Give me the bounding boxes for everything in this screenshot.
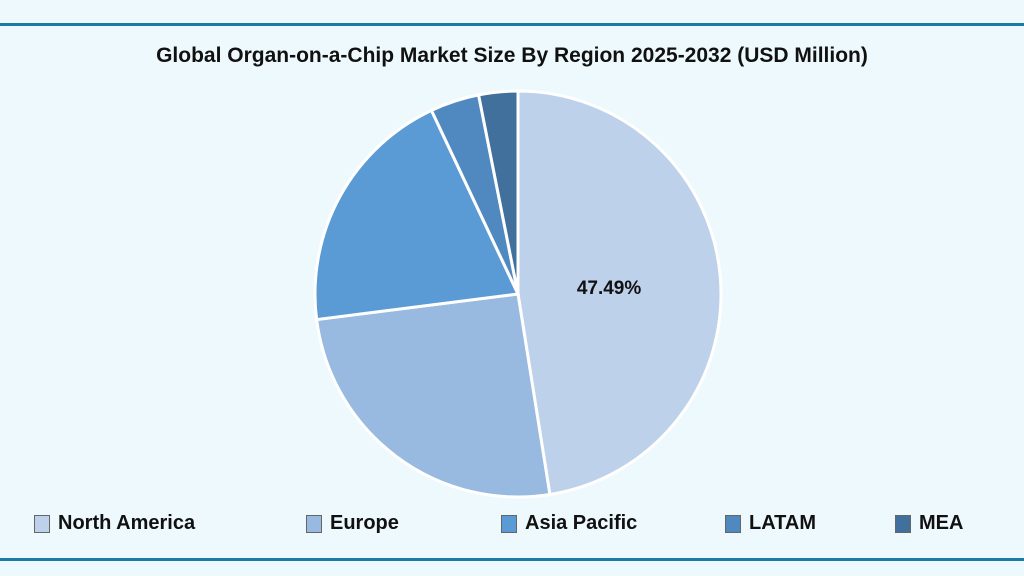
top-rule <box>0 23 1024 26</box>
pie-slice-asia-pacific <box>313 108 521 322</box>
legend-swatch <box>895 514 911 533</box>
bottom-rule <box>0 558 1024 561</box>
pie-slice-europe <box>314 292 552 499</box>
legend-swatch <box>725 514 741 533</box>
pie-slice-mea <box>476 89 520 295</box>
pie-slice-north-america <box>516 89 723 497</box>
legend: North America Europe Asia Pacific LATAM MEA <box>0 512 1024 540</box>
data-label: 47.49% <box>577 278 642 299</box>
legend-label: North America <box>58 512 196 534</box>
chart-title: Global Organ-on-a-Chip Market Size By Re… <box>156 44 868 67</box>
legend-label: Asia Pacific <box>525 512 638 534</box>
legend-swatch <box>34 514 50 533</box>
legend-label: Europe <box>330 512 399 534</box>
legend-item: MEA <box>895 512 963 535</box>
legend-item: LATAM <box>725 512 816 535</box>
legend-item: North America <box>34 512 195 535</box>
legend-label: LATAM <box>749 512 817 534</box>
legend-label: MEA <box>919 512 964 534</box>
legend-item: Europe <box>306 512 399 535</box>
legend-swatch <box>501 514 517 533</box>
legend-swatch <box>306 514 322 533</box>
legend-item: Asia Pacific <box>501 512 637 535</box>
